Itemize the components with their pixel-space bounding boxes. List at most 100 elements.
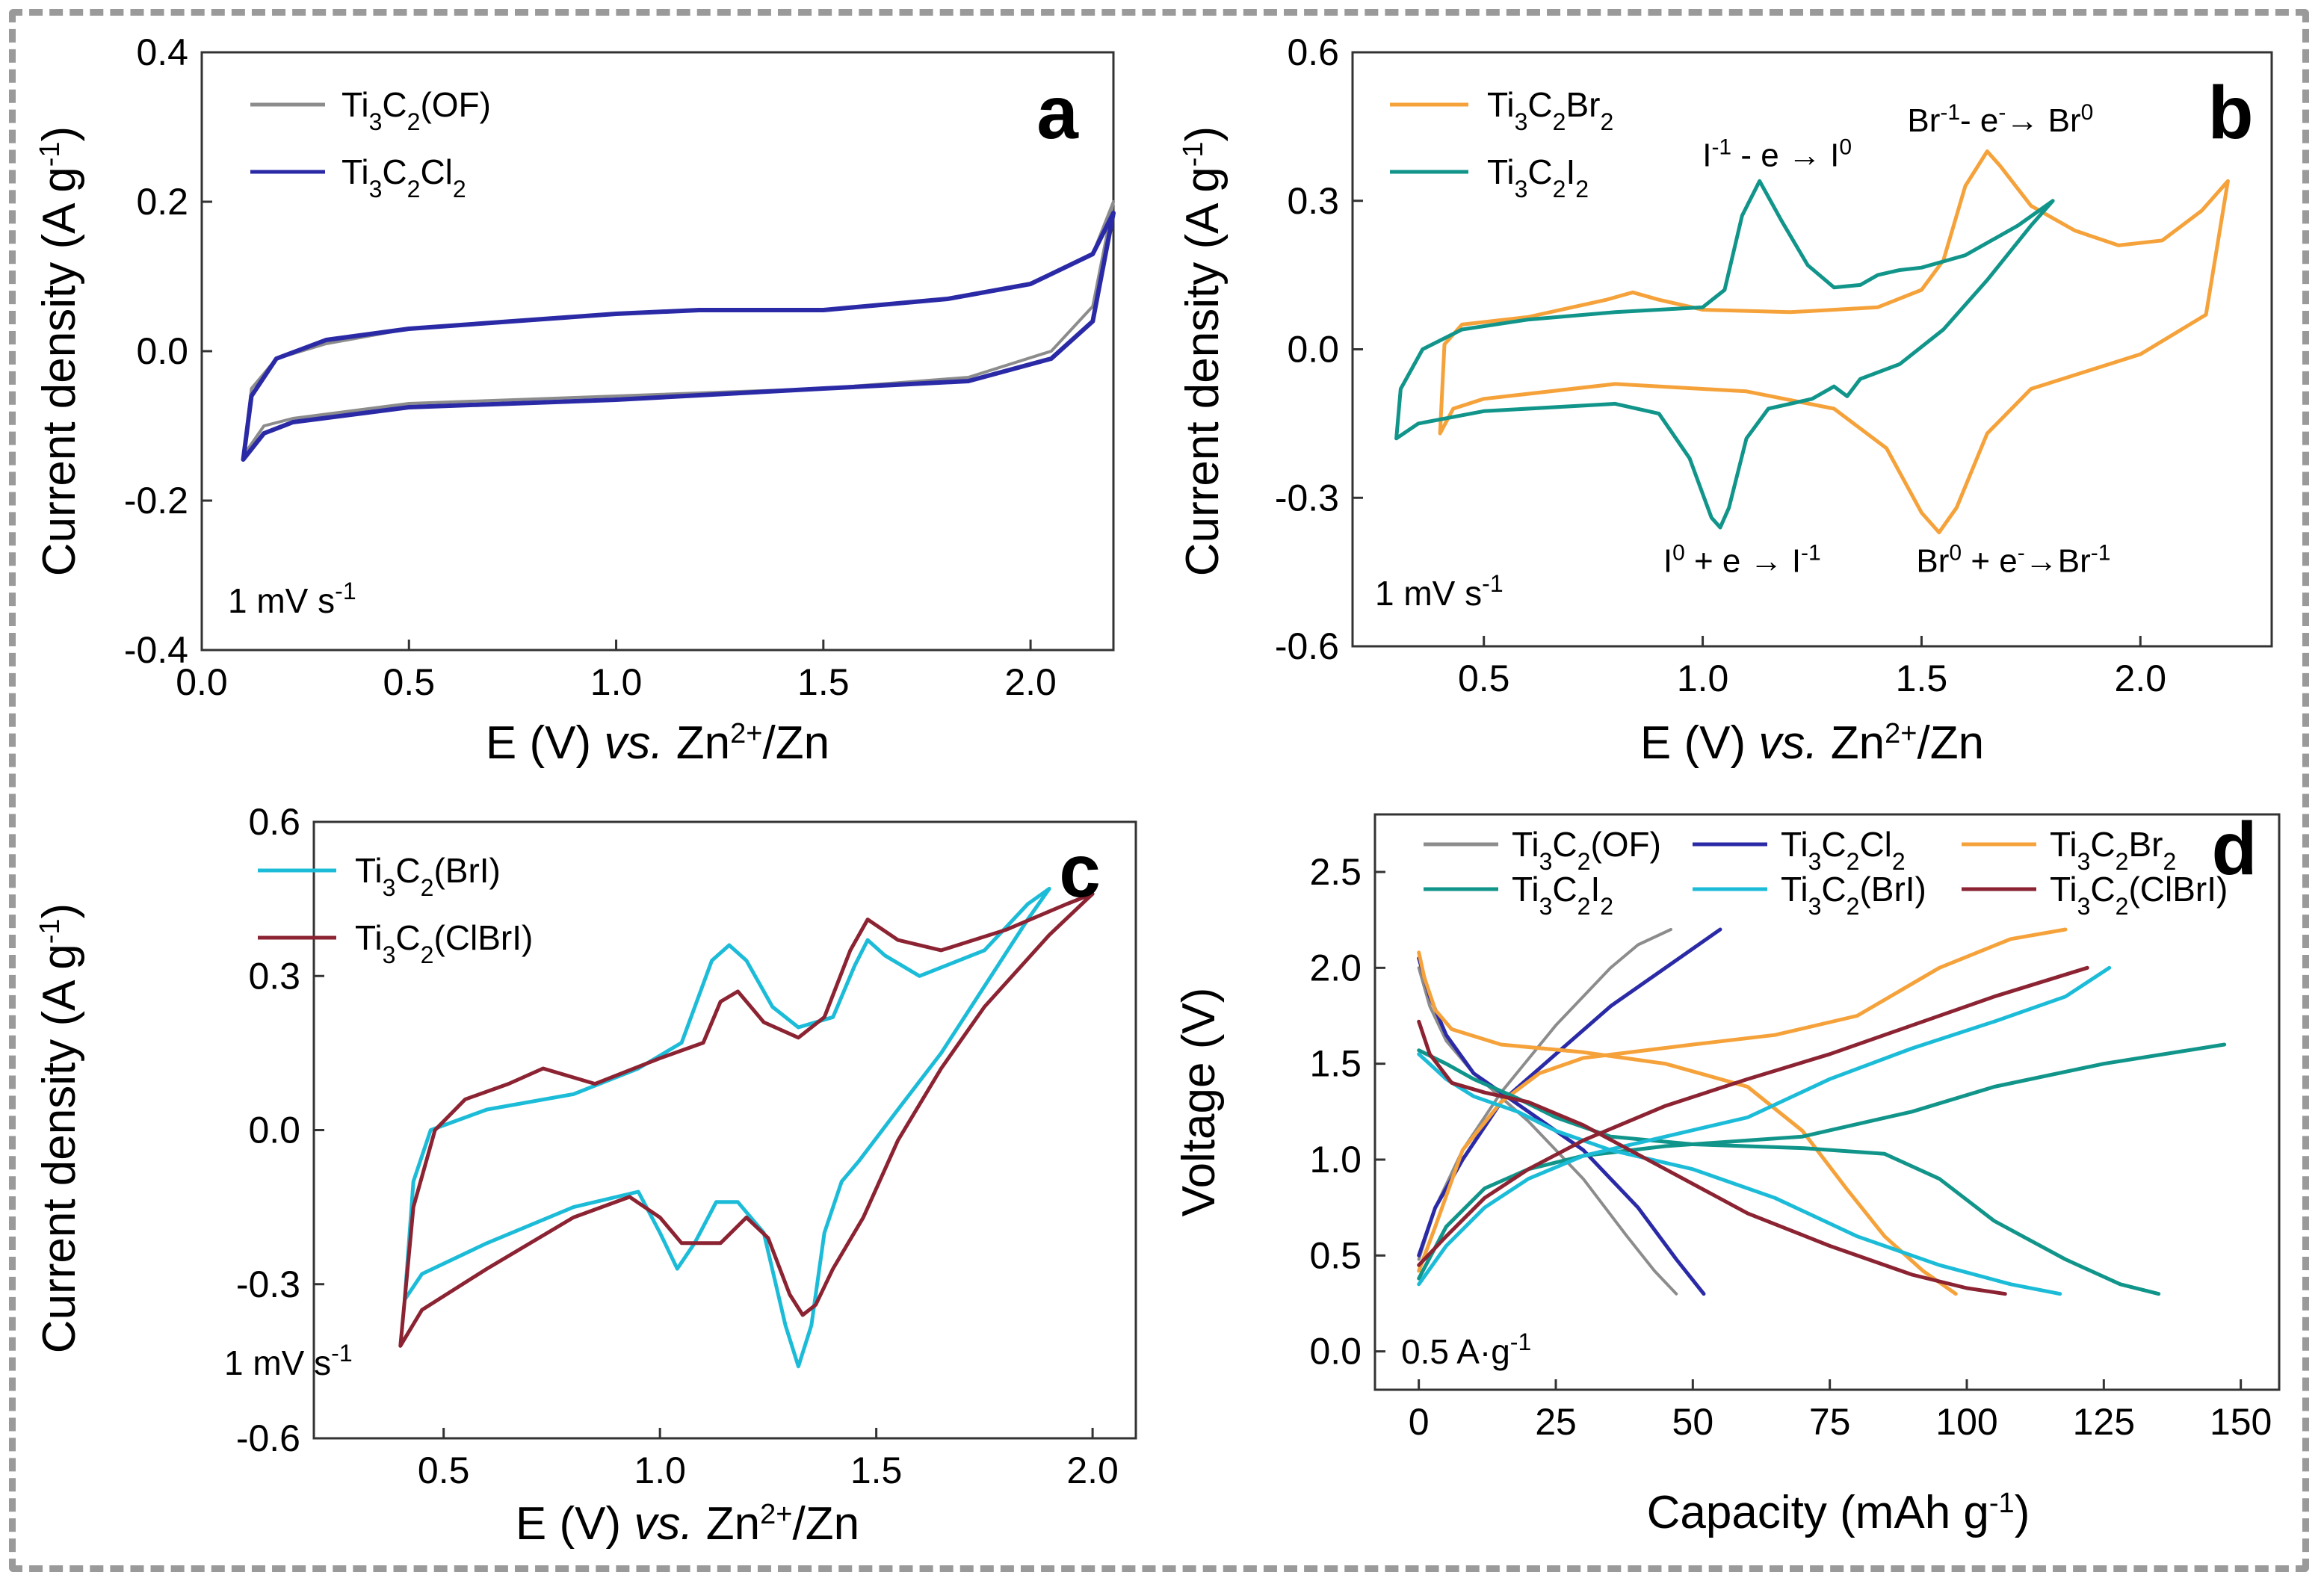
- y-axis-title: Current density (A g-1): [34, 126, 85, 576]
- panel-label: b: [2207, 71, 2253, 155]
- series-line: [241, 211, 1116, 462]
- legend-label: Ti3C2Br2: [1487, 85, 1613, 135]
- legend-label: Ti3C2(ClBrI): [2050, 870, 2228, 920]
- series-line: [1417, 966, 1678, 1296]
- legend: Ti3C2(OF) Ti3C2Cl2 Ti3C2Br2 Ti3C2I2 Ti3C2(Br…: [1424, 825, 2228, 920]
- y-axis-title: Current density (A g-1): [34, 903, 85, 1353]
- y-tick-label: 0.6: [248, 801, 300, 843]
- legend-label: Ti3C2Br2: [2050, 825, 2176, 875]
- series-line: [398, 891, 1095, 1348]
- panel-label: d: [2211, 807, 2257, 891]
- x-tick-label: 0.5: [1458, 658, 1510, 699]
- y-tick-label: 0.3: [1287, 180, 1339, 222]
- x-tick-label: 1.5: [797, 661, 850, 703]
- series-line: [1438, 149, 2230, 535]
- y-tick-label: 0.4: [136, 31, 188, 73]
- x-tick-label: 75: [1809, 1401, 1851, 1443]
- panel-label: a: [1036, 71, 1079, 155]
- series-line: [1394, 179, 2055, 530]
- y-tick-label: -0.6: [236, 1417, 300, 1459]
- x-tick-label: 1.5: [1896, 658, 1948, 699]
- series-line: [1417, 928, 1672, 1261]
- x-tick-label: 2.0: [1066, 1450, 1119, 1491]
- y-tick-label: 0.0: [1309, 1331, 1362, 1373]
- y-tick-label: 0.5: [1309, 1234, 1362, 1276]
- legend-label: Ti3C2Cl2: [342, 152, 466, 202]
- legend-label: Ti3C2(OF): [342, 85, 491, 135]
- series-line: [1417, 1042, 2227, 1281]
- x-axis-title: E (V) vs. Zn2+/Zn: [516, 1498, 859, 1550]
- x-tick-label: 1.0: [1677, 658, 1729, 699]
- legend: Ti3C2Br2 Ti3C2I2: [1390, 85, 1613, 202]
- x-tick-label: 0.5: [383, 661, 436, 703]
- plot-frame: [200, 51, 1115, 652]
- legend: Ti3C2(OF) Ti3C2Cl2: [250, 85, 491, 202]
- legend-label: Ti3C2I2: [1487, 152, 1589, 202]
- legend-label: Ti3C2(BrI): [1781, 870, 1926, 920]
- annotation-i-red: I0 + e → I-1: [1663, 540, 1821, 580]
- series-line: [1417, 927, 2068, 1273]
- rate-label: 0.5 A·g-1: [1401, 1328, 1531, 1371]
- plot-frame: [1373, 813, 2281, 1391]
- y-tick-label: 2.0: [1309, 947, 1362, 989]
- y-axis-title: Voltage (V): [1173, 988, 1225, 1217]
- series-line: [1417, 1048, 2161, 1296]
- x-axis-title: E (V) vs. Zn2+/Zn: [486, 717, 829, 769]
- y-tick-label: -0.3: [236, 1263, 300, 1305]
- legend-label: Ti3C2(OF): [1512, 825, 1661, 875]
- panel-c: 0.5 1.0 1.5 2.0 0.6 0.3 0.0 -0.3 -0.6 E (V) vs. …: [34, 801, 1137, 1550]
- y-tick-label: 2.5: [1309, 851, 1362, 893]
- y-tick-label: 1.0: [1309, 1139, 1362, 1181]
- x-tick-label: 1.0: [634, 1450, 686, 1491]
- y-tick-label: 0.0: [1287, 329, 1339, 371]
- series-line: [1417, 1052, 2062, 1296]
- annotation-br-ox: Br-1- e-→ Br0: [1907, 100, 2093, 140]
- panel-a: 0.0 0.5 1.0 1.5 2.0 0.4 0.2 0.0 -0.2 -0.4 E (V) v…: [34, 31, 1116, 769]
- y-tick-label: 0.2: [136, 181, 188, 223]
- series-line: [1417, 927, 1722, 1257]
- legend: Ti3C2(BrI) Ti3C2(ClBrI): [258, 851, 533, 968]
- rate-label: 1 mV s-1: [1375, 570, 1504, 613]
- series-line: [1417, 965, 2112, 1287]
- x-tick-label: 0.0: [176, 661, 228, 703]
- y-tick-label: 0.3: [248, 955, 300, 997]
- x-axis-title: E (V) vs. Zn2+/Zn: [1640, 717, 1984, 769]
- series-line: [1417, 1019, 2007, 1296]
- x-tick-label: 0.5: [418, 1450, 470, 1491]
- x-tick-label: 50: [1672, 1401, 1714, 1443]
- x-tick-label: 100: [1935, 1401, 1997, 1443]
- x-tick-label: 25: [1535, 1401, 1577, 1443]
- series-line: [1417, 956, 1706, 1296]
- series-line: [403, 886, 1051, 1369]
- panel-d: 0 25 50 75 100 125 150 2.5 2.0 1.5 1.0 0.5 0.0 Capac…: [1173, 807, 2281, 1538]
- legend-label: Ti3C2I2: [1512, 870, 1613, 920]
- y-tick-label: -0.2: [124, 480, 188, 522]
- panel-label: c: [1059, 829, 1101, 913]
- series-line: [1417, 965, 2089, 1267]
- y-tick-label: 1.5: [1309, 1043, 1362, 1085]
- figure-dashed-border: [9, 9, 2309, 1572]
- series-line: [1417, 950, 1958, 1296]
- y-tick-label: -0.4: [124, 629, 188, 671]
- y-tick-label: -0.6: [1275, 625, 1339, 667]
- rate-label: 1 mV s-1: [228, 578, 356, 620]
- rate-label: 1 mV s-1: [224, 1340, 353, 1382]
- x-axis-title: Capacity (mAh g-1): [1647, 1487, 2030, 1538]
- x-tick-label: 150: [2210, 1401, 2272, 1443]
- annotation-i-ox: I-1 - e → I0: [1702, 134, 1852, 174]
- x-tick-label: 2.0: [1004, 661, 1057, 703]
- y-tick-label: 0.0: [248, 1110, 300, 1151]
- x-tick-label: 2.0: [2115, 658, 2167, 699]
- y-axis-title: Current density (A g-1): [1177, 126, 1229, 576]
- legend-label: Ti3C2(BrI): [355, 851, 501, 901]
- y-tick-label: -0.3: [1275, 477, 1339, 519]
- annotation-br-red: Br0 + e-→Br-1: [1916, 540, 2110, 580]
- x-tick-label: 125: [2073, 1401, 2135, 1443]
- series-line: [241, 200, 1115, 457]
- legend-label: Ti3C2(ClBrI): [355, 918, 533, 968]
- x-tick-label: 1.0: [590, 661, 643, 703]
- panel-b: 0.5 1.0 1.5 2.0 0.6 0.3 0.0 -0.3 -0.6 I-1 - e → …: [1177, 31, 2273, 769]
- x-tick-label: 1.5: [850, 1450, 903, 1491]
- y-tick-label: 0.6: [1287, 31, 1339, 73]
